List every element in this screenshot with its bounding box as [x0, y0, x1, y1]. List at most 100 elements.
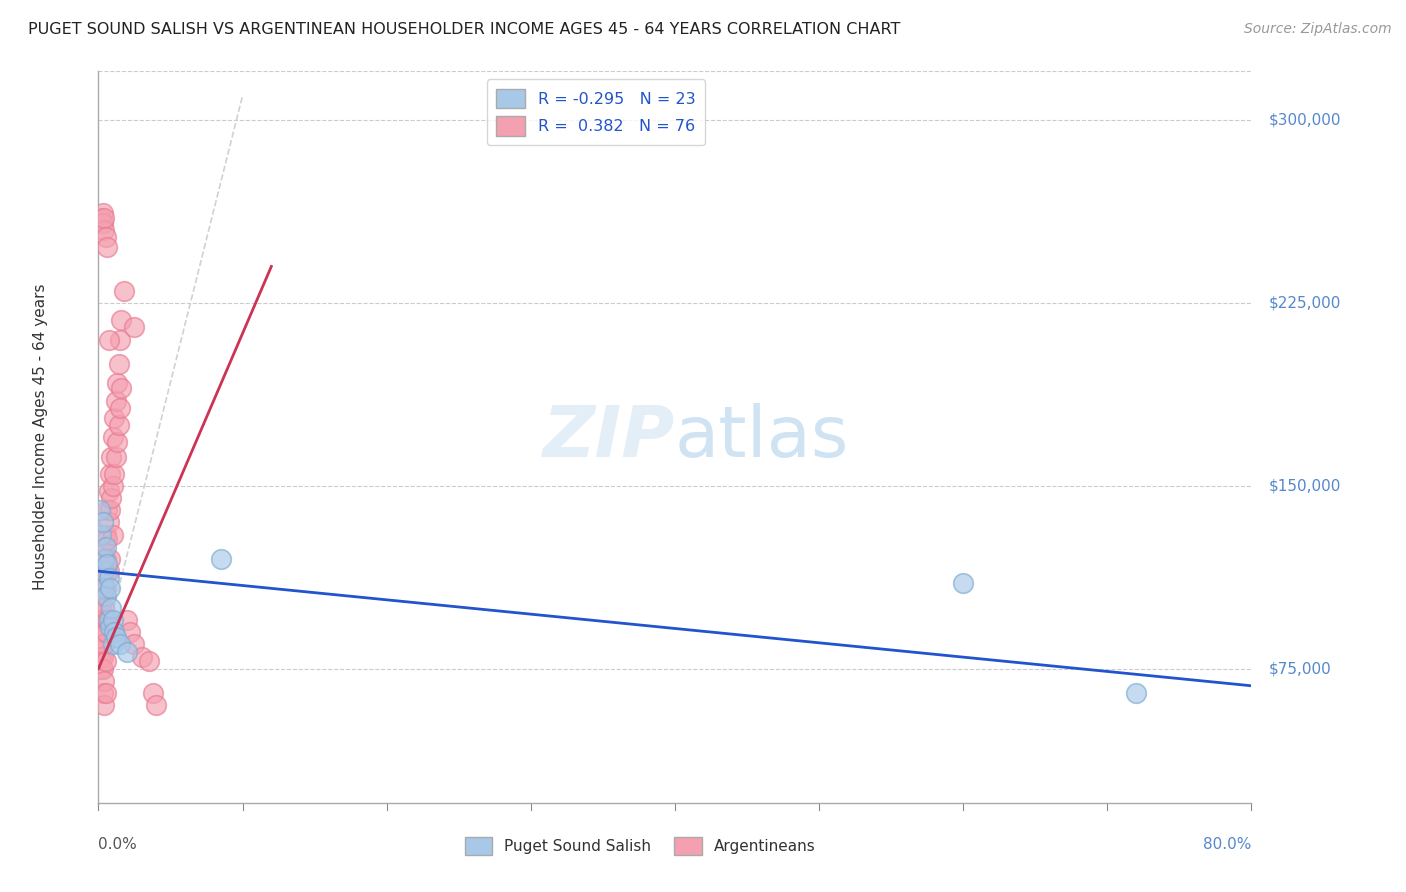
Point	[1125, 686, 1147, 700]
Point	[142, 686, 165, 700]
Point	[117, 613, 138, 627]
Point	[131, 649, 153, 664]
Point	[112, 284, 135, 298]
Point	[108, 401, 131, 415]
Point	[110, 313, 132, 327]
Point	[96, 533, 118, 547]
Point	[100, 450, 122, 464]
Text: $300,000: $300,000	[1268, 112, 1341, 128]
Point	[107, 417, 129, 432]
Point	[94, 230, 117, 244]
Point	[89, 600, 111, 615]
Text: Source: ZipAtlas.com: Source: ZipAtlas.com	[1244, 22, 1392, 37]
Point	[91, 613, 114, 627]
Point	[94, 540, 117, 554]
Point	[90, 649, 112, 664]
Point	[93, 600, 115, 615]
Text: ZIP: ZIP	[543, 402, 675, 472]
Point	[91, 589, 114, 603]
Point	[104, 630, 127, 644]
Point	[98, 620, 121, 634]
Point	[94, 589, 117, 603]
Point	[100, 600, 122, 615]
Point	[105, 434, 128, 449]
Point	[90, 613, 112, 627]
Point	[94, 686, 117, 700]
Point	[98, 467, 121, 481]
Legend: Puget Sound Salish, Argentineans: Puget Sound Salish, Argentineans	[456, 828, 825, 864]
Point	[104, 393, 127, 408]
Point	[98, 552, 121, 566]
Point	[952, 576, 974, 591]
Point	[104, 450, 127, 464]
Point	[96, 564, 118, 578]
Point	[107, 357, 129, 371]
Point	[138, 654, 160, 668]
Point	[108, 637, 131, 651]
Point	[93, 223, 115, 237]
Point	[96, 557, 118, 571]
Point	[91, 552, 114, 566]
Point	[90, 589, 112, 603]
Point	[97, 572, 120, 586]
Point	[91, 686, 114, 700]
Point	[96, 240, 118, 254]
Point	[91, 564, 114, 578]
Point	[100, 491, 122, 505]
Text: atlas: atlas	[675, 402, 849, 472]
Point	[93, 581, 115, 595]
Point	[94, 625, 117, 640]
Point	[93, 540, 115, 554]
Point	[91, 215, 114, 229]
Point	[101, 613, 124, 627]
Point	[89, 637, 111, 651]
Point	[90, 662, 112, 676]
Point	[90, 600, 112, 615]
Text: 0.0%: 0.0%	[98, 837, 138, 852]
Point	[93, 211, 115, 225]
Point	[103, 625, 125, 640]
Text: PUGET SOUND SALISH VS ARGENTINEAN HOUSEHOLDER INCOME AGES 45 - 64 YEARS CORRELAT: PUGET SOUND SALISH VS ARGENTINEAN HOUSEH…	[28, 22, 900, 37]
Point	[98, 503, 121, 517]
Point	[103, 410, 125, 425]
Point	[97, 516, 120, 530]
Point	[97, 333, 120, 347]
Point	[93, 637, 115, 651]
Point	[124, 637, 146, 651]
Point	[94, 654, 117, 668]
Point	[89, 613, 111, 627]
Point	[91, 662, 114, 676]
Point	[94, 581, 117, 595]
Point	[96, 613, 118, 627]
Point	[96, 503, 118, 517]
Point	[110, 381, 132, 395]
Point	[91, 649, 114, 664]
Point	[91, 576, 114, 591]
Text: $150,000: $150,000	[1268, 478, 1341, 493]
Point	[91, 516, 114, 530]
Point	[90, 527, 112, 541]
Point	[97, 564, 120, 578]
Point	[93, 673, 115, 688]
Point	[98, 581, 121, 595]
Point	[105, 376, 128, 391]
Point	[101, 527, 124, 541]
Point	[209, 552, 232, 566]
Point	[94, 527, 117, 541]
Text: 80.0%: 80.0%	[1204, 837, 1251, 852]
Point	[103, 467, 125, 481]
Point	[93, 698, 115, 713]
Point	[93, 564, 115, 578]
Point	[89, 625, 111, 640]
Point	[120, 625, 142, 640]
Point	[108, 333, 131, 347]
Point	[101, 430, 124, 444]
Point	[97, 483, 120, 498]
Point	[91, 625, 114, 640]
Text: $75,000: $75,000	[1268, 661, 1331, 676]
Point	[124, 320, 146, 334]
Point	[89, 576, 111, 591]
Point	[101, 637, 124, 651]
Point	[93, 552, 115, 566]
Point	[89, 503, 111, 517]
